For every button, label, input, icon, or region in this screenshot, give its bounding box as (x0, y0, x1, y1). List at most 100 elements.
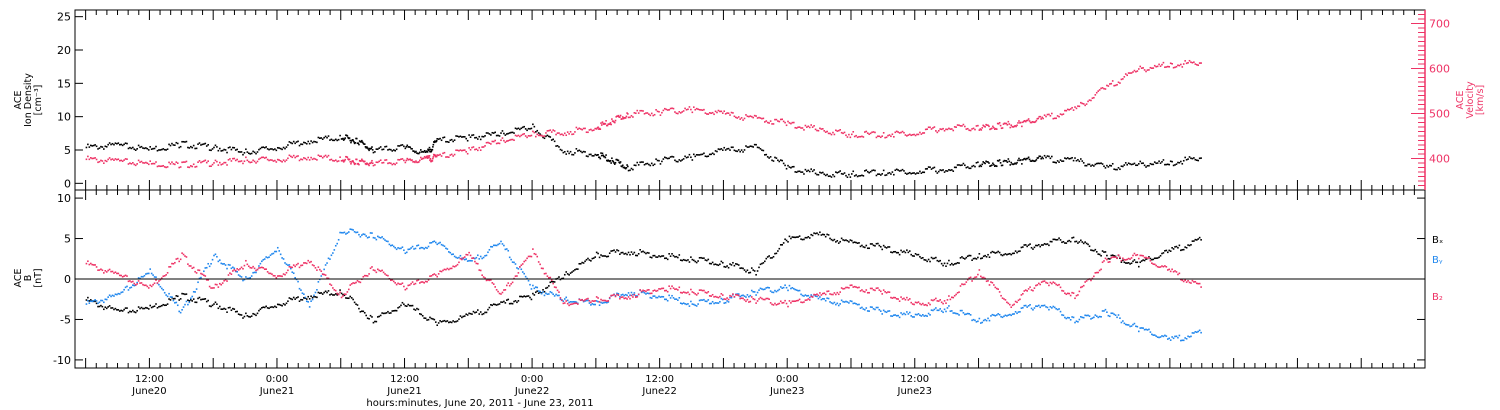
density-point (663, 156, 666, 159)
by-point (592, 303, 595, 306)
density-point (992, 162, 994, 165)
bz-point (395, 283, 398, 286)
bz-point (979, 275, 982, 278)
bx-point (120, 309, 123, 312)
bx-point (85, 299, 88, 301)
bz-point (189, 265, 192, 267)
bz-point (426, 280, 428, 283)
velocity-point (1107, 85, 1110, 87)
velocity-point (703, 108, 705, 111)
bx-point (450, 321, 453, 324)
density-panel-frame (74, 9, 1426, 191)
density-point (253, 151, 256, 154)
density-point (1023, 157, 1026, 160)
density-point (829, 175, 831, 177)
velocity-point (936, 131, 939, 134)
velocity-point (943, 129, 946, 132)
bx-point (239, 313, 241, 316)
by-point (995, 314, 998, 316)
bz-point (624, 297, 627, 299)
velocity-point (319, 155, 321, 158)
bz-point (1113, 256, 1115, 258)
by-point (742, 294, 744, 297)
bx-point (390, 312, 392, 314)
bz-point (653, 289, 656, 292)
density-point (1033, 160, 1036, 163)
bz-point (640, 290, 643, 293)
bz-point (597, 297, 599, 299)
bx-point (226, 311, 228, 313)
velocity-point (418, 161, 420, 163)
bz-point (319, 268, 321, 271)
velocity-point (1130, 72, 1133, 74)
velocity-point (123, 159, 125, 161)
bx-point (340, 292, 343, 295)
velocity-point (300, 158, 302, 161)
velocity-point (440, 155, 443, 157)
velocity-point (878, 135, 881, 138)
bx-point (969, 254, 972, 257)
bx-point (1066, 240, 1069, 243)
density-point (391, 150, 394, 152)
density-point (969, 167, 972, 170)
bx-point (1006, 253, 1008, 256)
by-point (762, 288, 765, 291)
bx-point (207, 299, 209, 302)
density-point (548, 135, 550, 138)
velocity-point (811, 126, 814, 128)
by-point (739, 295, 741, 298)
density-point (1164, 163, 1166, 166)
bx-point (748, 272, 750, 274)
bz-point (658, 288, 660, 290)
velocity-point (645, 112, 647, 114)
velocity-point (790, 122, 792, 125)
by-point (869, 306, 872, 308)
velocity-point (87, 155, 89, 158)
bx-point (530, 298, 533, 301)
density-point (1040, 157, 1042, 160)
by-point (456, 257, 459, 259)
density-point (524, 128, 527, 130)
density-point (259, 147, 262, 150)
by-point (1137, 330, 1140, 333)
field-y-axis-label-line: B (23, 275, 34, 282)
by-point (230, 267, 233, 270)
density-point (147, 149, 150, 151)
density-point (952, 170, 955, 172)
bz-point (232, 270, 234, 272)
by-point (494, 244, 496, 247)
by-point (439, 241, 441, 244)
density-point (949, 169, 952, 172)
density-point (965, 166, 968, 169)
density-point (855, 174, 857, 176)
velocity-point (1064, 109, 1066, 112)
bz-point (827, 290, 830, 292)
density-point (677, 160, 679, 163)
velocity-point (595, 128, 598, 130)
bx-point (276, 303, 279, 306)
density-point (526, 129, 528, 132)
velocity-point (304, 157, 307, 160)
bx-point (839, 240, 841, 243)
by-point (808, 296, 811, 299)
velocity-point (1151, 67, 1153, 69)
by-point (145, 273, 147, 275)
velocity-point (232, 157, 234, 160)
bz-point (821, 292, 824, 295)
velocity-point (370, 161, 373, 164)
bz-point (274, 275, 276, 277)
velocity-point (265, 156, 267, 159)
velocity-point (429, 157, 432, 160)
by-point (906, 311, 908, 313)
by-point (940, 310, 943, 312)
bz-point (590, 301, 592, 304)
bx-point (650, 256, 653, 259)
density-point (234, 149, 237, 151)
bx-point (107, 306, 109, 308)
by-point (920, 315, 923, 317)
by-point (1126, 324, 1128, 326)
velocity-point (968, 129, 970, 132)
bx-point (982, 255, 985, 258)
velocity-point (419, 159, 421, 162)
bx-point (1106, 254, 1108, 257)
